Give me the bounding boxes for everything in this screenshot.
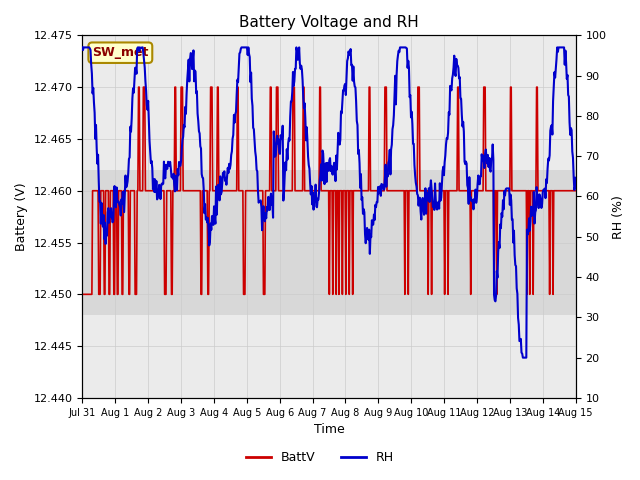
Legend: BattV, RH: BattV, RH [241, 446, 399, 469]
Y-axis label: RH (%): RH (%) [612, 195, 625, 239]
Title: Battery Voltage and RH: Battery Voltage and RH [239, 15, 419, 30]
Y-axis label: Battery (V): Battery (V) [15, 182, 28, 251]
Text: SW_met: SW_met [92, 46, 148, 59]
X-axis label: Time: Time [314, 423, 344, 436]
Bar [83, 170, 576, 315]
